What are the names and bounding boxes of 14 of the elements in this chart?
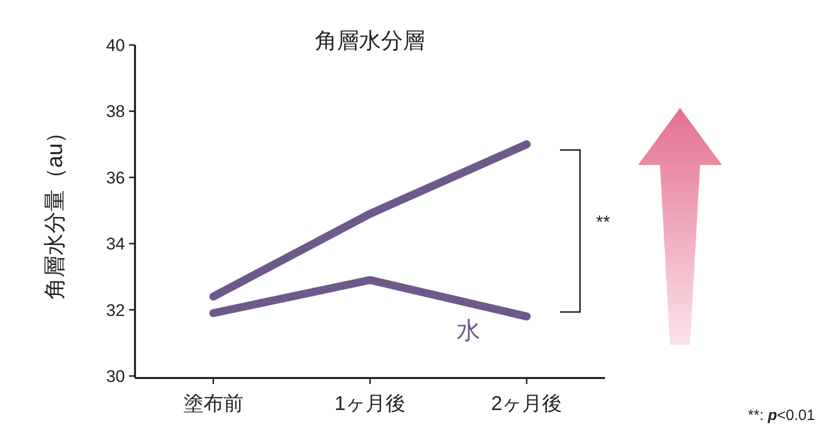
y-tick-label: 30 (106, 367, 125, 386)
annotation: ** (596, 212, 610, 232)
y-tick-label: 38 (106, 102, 125, 122)
y-tick-label: 40 (106, 36, 125, 55)
chart-title: 角層水分層 (315, 28, 425, 53)
y-axis-title: 角層水分量（au） (42, 121, 67, 300)
x-tick-label: 塗布前 (183, 393, 244, 415)
y-tick-label: 36 (106, 168, 125, 188)
y-tick-label: 34 (106, 234, 125, 254)
x-tick-label: 2ヶ月後 (491, 393, 562, 415)
text: **: p<0.01 (748, 407, 815, 424)
series-label: 水 (456, 317, 480, 344)
y-tick-label: 32 (106, 300, 125, 320)
x-tick-label: 1ヶ月後 (334, 393, 406, 415)
